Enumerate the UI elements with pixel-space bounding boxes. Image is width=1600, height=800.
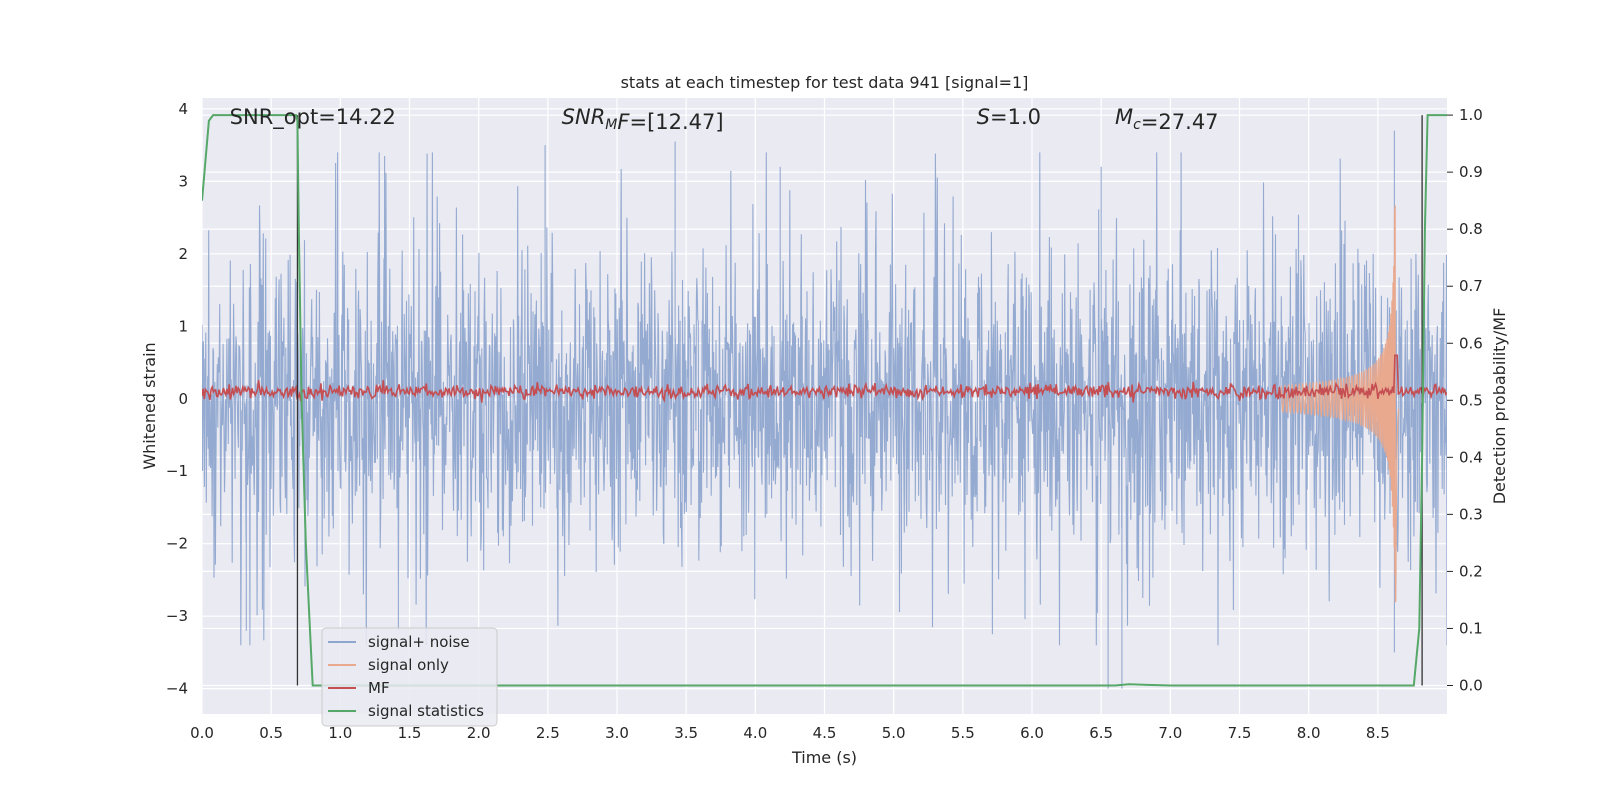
x-axis-ticks: 0.0 0.5 1.0 1.5 2.0 2.5 3.0 3.5 4.0 4.5 5.0 5.5 6.0 6… — [190, 724, 1390, 742]
x-tick-label: 6.5 — [1089, 724, 1113, 742]
x-axis-label: Time (s) — [791, 748, 857, 767]
y-axis-left-label: Whitened strain — [140, 342, 159, 469]
y-right-tick-label: 0.3 — [1459, 505, 1483, 523]
y-right-tick-label: 0.9 — [1459, 163, 1483, 181]
y-right-tick-label: 0.2 — [1459, 562, 1483, 580]
series-signal-statistics — [202, 114, 1447, 687]
y-axis-right-ticks: 1.0 0.9 0.8 0.7 0.6 0.5 0.4 0.3 0.2 0.1 0.0 — [1447, 106, 1483, 694]
y-right-tick-label: 0.6 — [1459, 334, 1483, 352]
y-left-tick-label: −4 — [166, 680, 188, 698]
y-left-tick-label: 4 — [178, 100, 188, 118]
annotation-math-prefix: S — [977, 105, 990, 129]
x-tick-label: 1.0 — [328, 724, 352, 742]
annotation-math-prefix: M — [1115, 105, 1133, 129]
x-tick-label: 2.5 — [536, 724, 560, 742]
x-tick-label: 4.0 — [743, 724, 767, 742]
y-right-tick-label: 0.8 — [1459, 220, 1483, 238]
x-tick-label: 4.5 — [813, 724, 837, 742]
y-left-tick-label: 2 — [178, 245, 188, 263]
annotation-math-prefix: SNR — [562, 105, 606, 129]
series-signal-only — [1280, 205, 1400, 603]
x-tick-label: 1.5 — [398, 724, 422, 742]
annotation-3: Mc=27.47 — [1115, 105, 1219, 134]
annotations: SNR_opt=14.22 SNRMF=[12.47] S=1.0 Mc=27.47 — [230, 105, 1219, 134]
legend-label: signal only — [368, 656, 449, 674]
annotation-value: =[12.47] — [629, 110, 723, 134]
x-tick-label: 0.0 — [190, 724, 214, 742]
y-right-tick-label: 0.7 — [1459, 277, 1483, 295]
x-tick-label: 0.5 — [259, 724, 283, 742]
annotation-1: SNRMF=[12.47] — [562, 105, 724, 134]
x-tick-label: 7.0 — [1158, 724, 1182, 742]
x-tick-label: 3.5 — [674, 724, 698, 742]
annotation-2: S=1.0 — [977, 105, 1041, 129]
y-right-tick-label: 0.1 — [1459, 619, 1483, 637]
y-left-tick-label: −3 — [166, 607, 188, 625]
y-right-tick-label: 0.5 — [1459, 391, 1483, 409]
legend: signal+ noise signal only MF signal statist… — [321, 627, 498, 727]
annotation-math-sub: M — [605, 117, 617, 133]
y-right-tick-label: 1.0 — [1459, 106, 1483, 124]
legend-box — [321, 627, 498, 727]
series-mf — [202, 354, 1447, 403]
y-left-tick-label: −1 — [166, 462, 188, 480]
plot-series — [202, 114, 1447, 689]
y-axis-right-label: Detection probability/MF — [1490, 308, 1509, 505]
chart-title: stats at each timestep for test data 941… — [621, 73, 1029, 92]
y-axis-left-ticks: 4 3 2 1 0 −1 −2 −3 −4 — [166, 100, 188, 698]
y-left-tick-label: 1 — [178, 317, 188, 335]
annotation-0: SNR_opt=14.22 — [230, 105, 396, 130]
x-tick-label: 7.5 — [1228, 724, 1252, 742]
x-tick-label: 8.5 — [1366, 724, 1390, 742]
x-tick-label: 6.0 — [1020, 724, 1044, 742]
x-tick-label: 5.0 — [882, 724, 906, 742]
y-right-tick-label: 0.0 — [1459, 676, 1483, 694]
x-tick-label: 5.5 — [951, 724, 975, 742]
legend-label: signal+ noise — [368, 633, 470, 651]
annotation-math-suffix: F — [617, 110, 630, 134]
legend-label: signal statistics — [368, 702, 484, 720]
x-tick-label: 3.0 — [605, 724, 629, 742]
annotation-value: =27.47 — [1141, 110, 1219, 134]
x-tick-label: 2.0 — [467, 724, 491, 742]
y-left-tick-label: −2 — [166, 535, 188, 553]
y-left-tick-label: 3 — [178, 172, 188, 190]
annotation-math-sub: c — [1133, 117, 1141, 133]
legend-label: MF — [368, 679, 390, 697]
x-tick-label: 8.0 — [1297, 724, 1321, 742]
y-right-tick-label: 0.4 — [1459, 448, 1483, 466]
annotation-value: =1.0 — [990, 105, 1041, 129]
y-left-tick-label: 0 — [178, 390, 188, 408]
